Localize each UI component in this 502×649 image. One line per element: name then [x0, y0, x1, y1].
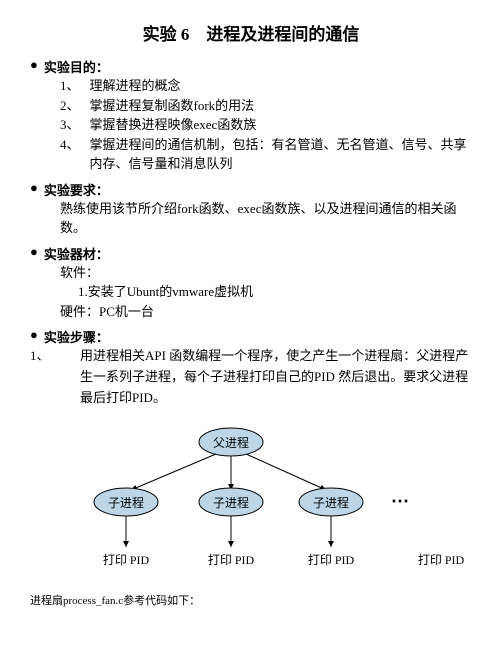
requirement-header: ● 实验要求：	[30, 180, 472, 199]
print-label-1: 打印 PID	[103, 553, 150, 567]
requirement-section: ● 实验要求： 熟练使用该节所介绍fork函数、exec函数族、以及进程间通信的…	[30, 180, 472, 238]
dots-icon: ⋯	[391, 491, 409, 511]
print-label-3: 打印 PID	[308, 553, 355, 567]
print-label-2: 打印 PID	[208, 553, 255, 567]
bullet-icon: ●	[30, 244, 38, 260]
equipment-header-text: 实验器材：	[44, 244, 109, 263]
software-item: 1.安装了Ubunt的vmware虚拟机	[78, 282, 472, 302]
requirement-header-text: 实验要求：	[44, 180, 109, 199]
bullet-icon: ●	[30, 57, 38, 73]
purpose-section: ● 实验目的： 1、 理解进程的概念 2、 掌握进程复制函数fork的用法 3、…	[30, 57, 472, 174]
list-number: 3、	[60, 115, 80, 135]
bullet-icon: ●	[30, 180, 38, 196]
steps-header-text: 实验步骤：	[44, 327, 109, 346]
parent-label: 父进程	[213, 435, 249, 450]
edge-3	[246, 454, 326, 490]
list-number: 4、	[60, 135, 80, 174]
equipment-header: ● 实验器材：	[30, 244, 472, 263]
purpose-item-4: 4、 掌握进程间的通信机制，包括：有名管道、无名管道、信号、共享内存、信号量和消…	[60, 135, 472, 174]
step-1-text: 用进程相关API 函数编程一个程序，使之产生一个进程扇：父进程产生一系列子进程，…	[80, 346, 472, 408]
purpose-text-4: 掌握进程间的通信机制，包括：有名管道、无名管道、信号、共享内存、信号量和消息队列	[90, 135, 472, 174]
steps-section: ● 实验步骤： 1、 用进程相关API 函数编程一个程序，使之产生一个进程扇：父…	[30, 327, 472, 408]
child-label-2: 子进程	[213, 495, 249, 510]
purpose-item-2: 2、 掌握进程复制函数fork的用法	[60, 96, 472, 116]
purpose-item-1: 1、 理解进程的概念	[60, 76, 472, 96]
purpose-header-text: 实验目的：	[44, 57, 109, 76]
process-fan-diagram: 父进程 子进程 子进程 子进程 ⋯ 打印 PID 打印 PID 打印 PID 打…	[30, 422, 472, 582]
purpose-text-3: 掌握替换进程映像exec函数族	[90, 115, 472, 135]
footer-text: 进程扇process_fan.c参考代码如下：	[30, 592, 472, 608]
software-label: 软件：	[60, 263, 472, 283]
hardware-text: 硬件：PC机一台	[60, 302, 472, 322]
step-1: 1、 用进程相关API 函数编程一个程序，使之产生一个进程扇：父进程产生一系列子…	[30, 346, 472, 408]
purpose-text-1: 理解进程的概念	[90, 76, 472, 96]
child-label-1: 子进程	[108, 495, 144, 510]
purpose-header: ● 实验目的：	[30, 57, 472, 76]
page-title: 实验 6 进程及进程间的通信	[30, 20, 472, 45]
step-number: 1、	[30, 346, 60, 408]
list-number: 2、	[60, 96, 80, 116]
requirement-text: 熟练使用该节所介绍fork函数、exec函数族、以及进程间通信的相关函数。	[60, 199, 472, 238]
list-number: 1、	[60, 76, 80, 96]
print-label-4: 打印 PID	[418, 553, 465, 567]
bullet-icon: ●	[30, 327, 38, 343]
steps-header: ● 实验步骤：	[30, 327, 472, 346]
purpose-text-2: 掌握进程复制函数fork的用法	[90, 96, 472, 116]
child-label-3: 子进程	[313, 495, 349, 510]
edge-1	[131, 454, 216, 490]
equipment-section: ● 实验器材： 软件： 1.安装了Ubunt的vmware虚拟机 硬件：PC机一…	[30, 244, 472, 322]
purpose-item-3: 3、 掌握替换进程映像exec函数族	[60, 115, 472, 135]
